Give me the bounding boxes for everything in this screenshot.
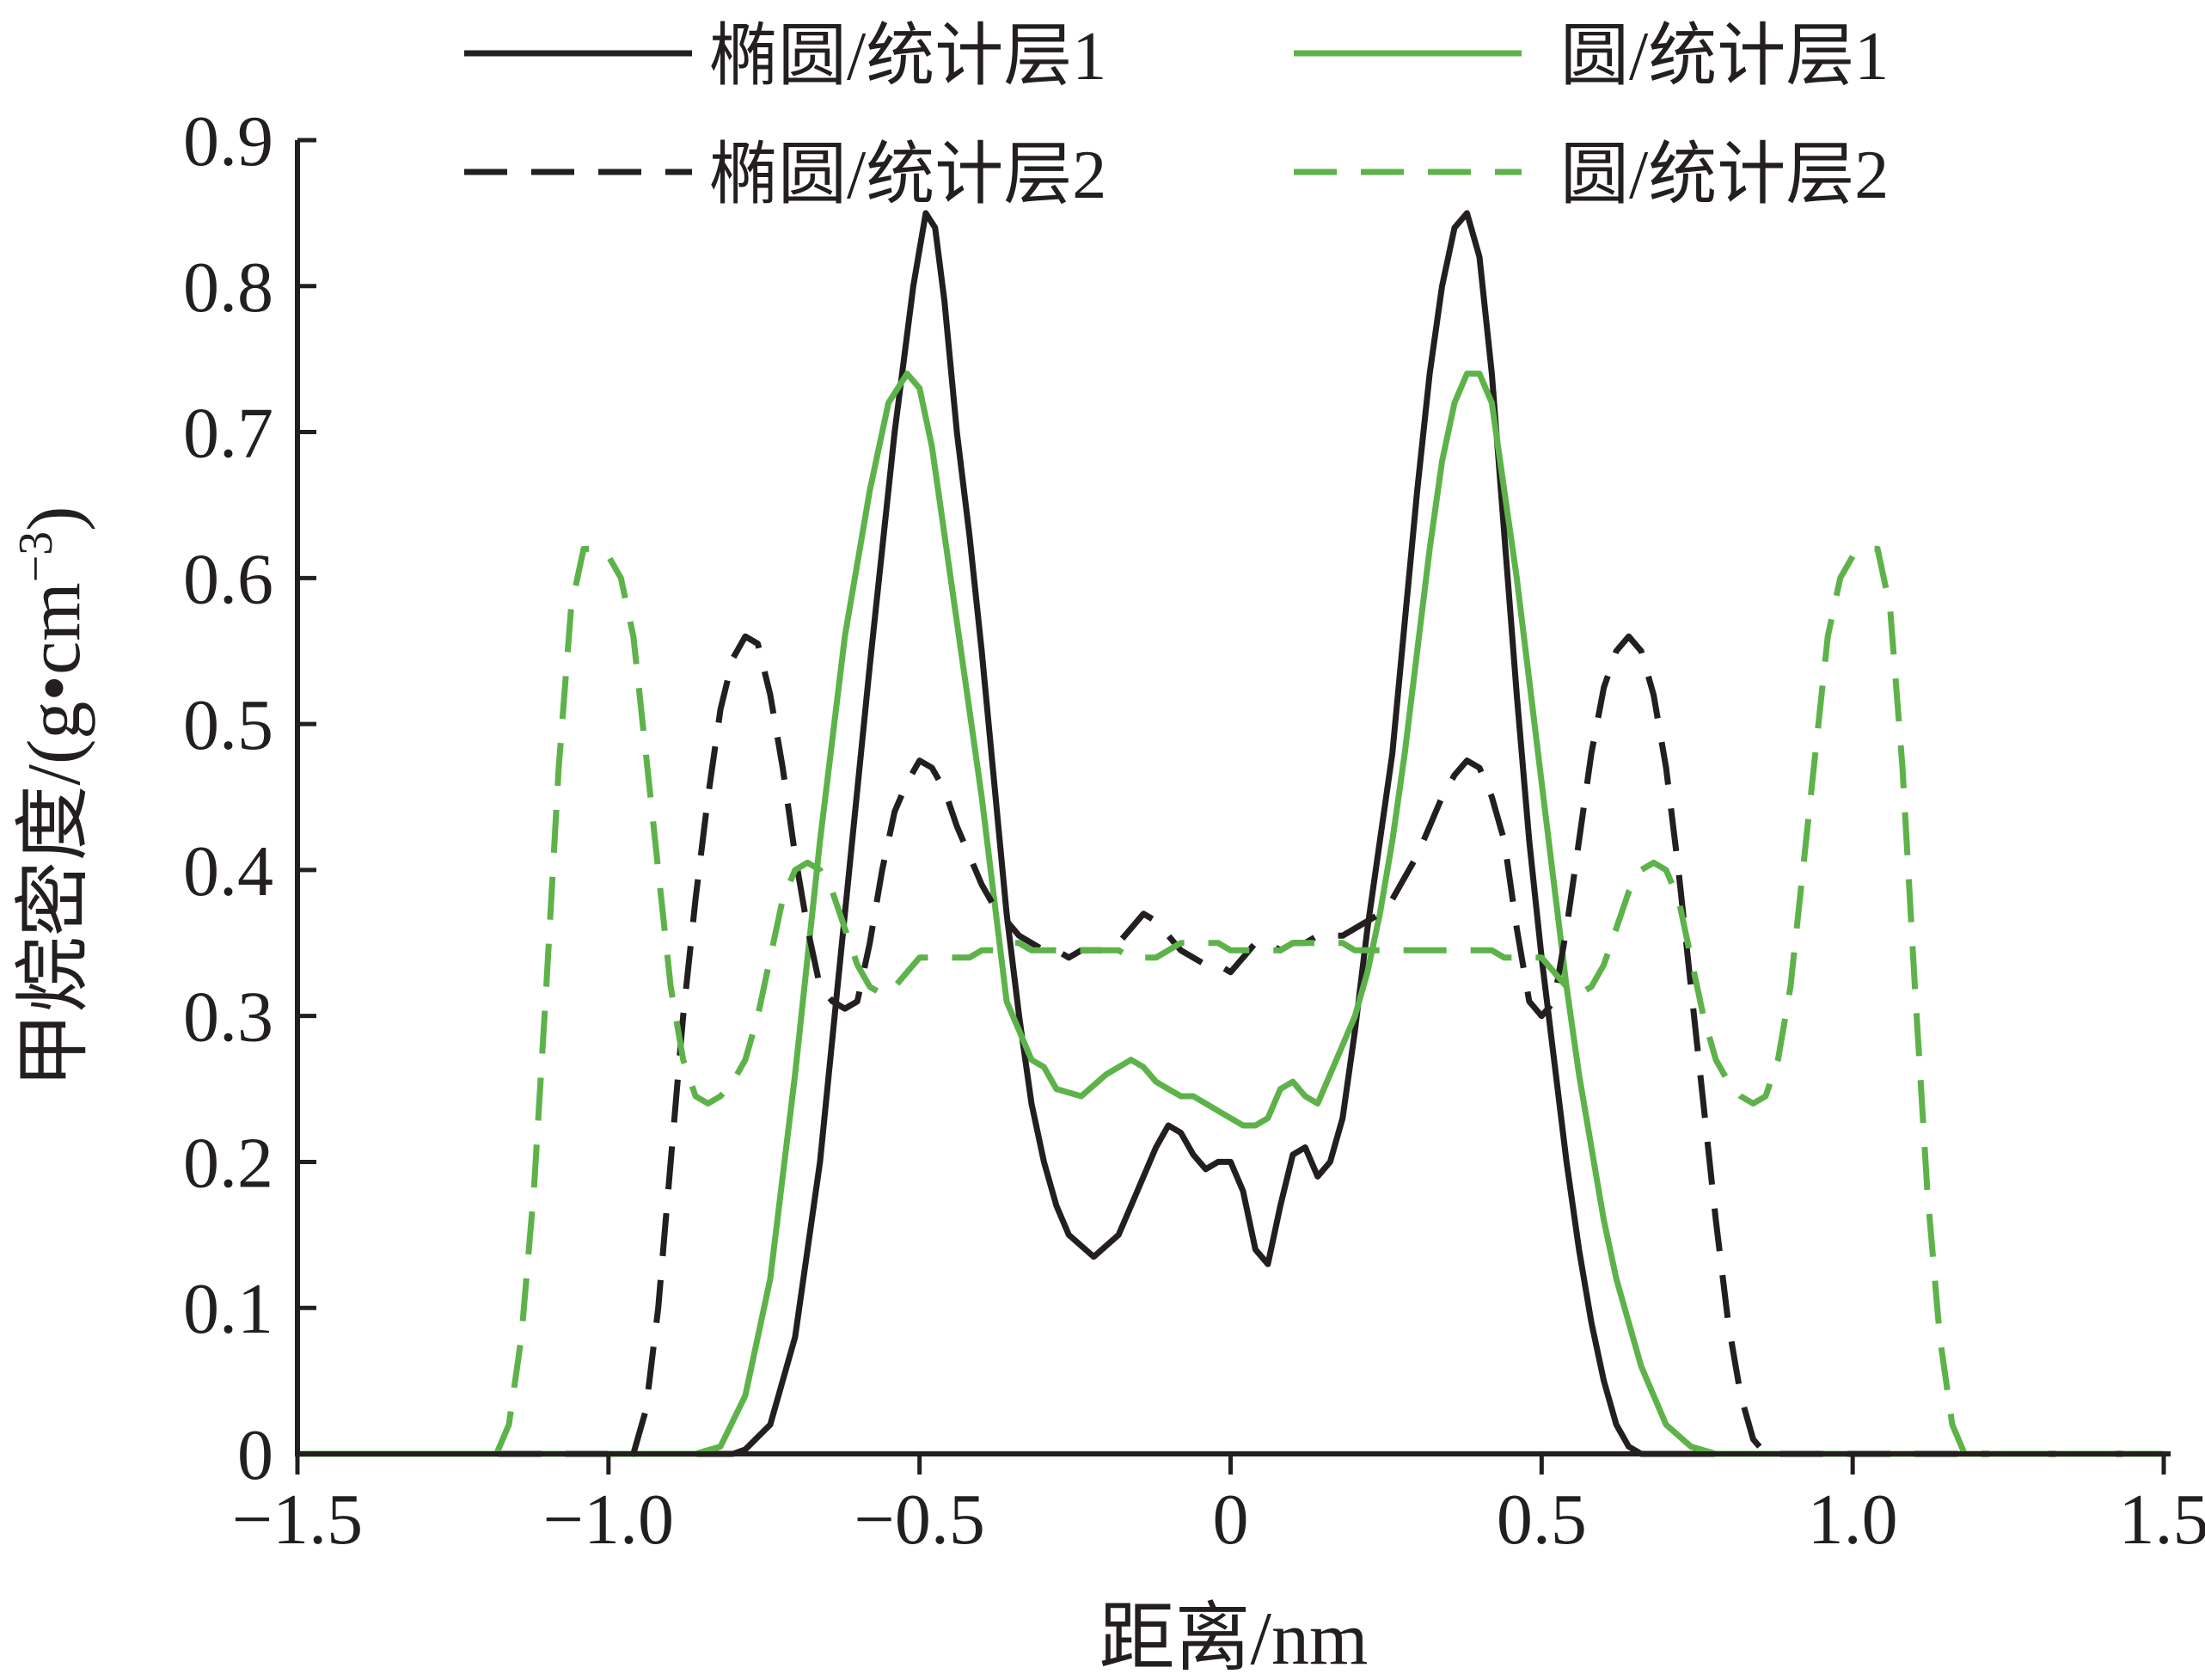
- x-tick-label: −0.5: [854, 1480, 984, 1560]
- x-ticks: −1.5 −1.0 −0.5 0 0.5 1.0 1.5: [232, 1454, 2205, 1560]
- legend-label-ellipse-layer1: 椭圆/统计层1: [709, 19, 1106, 95]
- y-tick-label: 0.3: [183, 978, 273, 1058]
- series-line-3: [297, 633, 2164, 1457]
- legend-item-circle-layer2: 圆/统计层2: [1294, 138, 1889, 213]
- x-tick-label: 1.0: [1808, 1480, 1898, 1560]
- x-tick-label: −1.5: [232, 1480, 363, 1560]
- x-axis-title: 距离/nm: [1099, 1597, 1369, 1680]
- legend: 椭圆/统计层1 圆/统计层1 椭圆/统计层2 圆/统计层2: [464, 19, 1889, 213]
- series-line-4: [297, 545, 2164, 1457]
- y-tick-label: 0.2: [183, 1123, 273, 1203]
- legend-label-circle-layer1: 圆/统计层1: [1560, 19, 1889, 95]
- legend-label-ellipse-layer2: 椭圆/统计层2: [709, 138, 1106, 213]
- series-line-1: [297, 210, 2164, 1457]
- legend-item-circle-layer1: 圆/统计层1: [1294, 19, 1889, 95]
- y-axis-title-superscript: −3: [9, 531, 63, 583]
- y-axis-title-main: 甲烷密度/(g•cm: [13, 582, 96, 1088]
- plot-lines: [297, 210, 2164, 1457]
- legend-label-circle-layer2: 圆/统计层2: [1560, 138, 1889, 213]
- y-tick-label: 0.1: [183, 1269, 273, 1349]
- y-ticks: 0 0.1 0.2 0.3 0.4 0.5 0.6 0.7 0.8 0.9: [183, 101, 316, 1495]
- axes: −1.5 −1.0 −0.5 0 0.5 1.0 1.5 00.10.20.30.40.50…: [183, 101, 2205, 1560]
- legend-item-ellipse-layer1: 椭圆/统计层1: [464, 19, 1106, 95]
- y-tick-label: 0: [237, 1415, 273, 1495]
- x-tick-label: −1.0: [543, 1480, 674, 1560]
- x-tick-label: 1.5: [2119, 1480, 2205, 1560]
- y-tick-label: 0.7: [183, 394, 273, 474]
- y-tick-label: 0.8: [183, 248, 273, 328]
- y-tick-label: 0.5: [183, 685, 273, 765]
- y-axis-title-close: ): [13, 506, 96, 531]
- y-tick-label: 0.6: [183, 539, 273, 619]
- y-axis-title: 甲烷密度/(g•cm−3): [9, 506, 96, 1088]
- y-tick-label: 0.4: [183, 831, 273, 911]
- x-tick-label: 0.5: [1497, 1480, 1587, 1560]
- legend-item-ellipse-layer2: 椭圆/统计层2: [464, 138, 1106, 213]
- y-tick-label: 0.9: [183, 101, 273, 181]
- series-line-2: [297, 371, 2164, 1457]
- x-tick-label: 0: [1213, 1480, 1249, 1560]
